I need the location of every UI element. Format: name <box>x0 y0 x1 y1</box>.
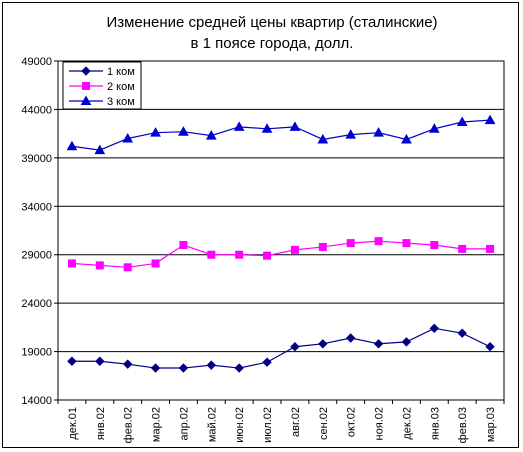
x-tick-label: мар.03 <box>485 407 497 442</box>
series-line-2 <box>71 240 491 268</box>
series-2-point <box>430 241 439 250</box>
series-2-point <box>346 239 355 248</box>
series-2-point <box>486 244 495 253</box>
series-3-point <box>289 121 301 131</box>
legend-label-1: 1 ком <box>107 66 135 78</box>
series-1-point <box>262 357 272 367</box>
series-1-point <box>290 342 300 352</box>
x-tick-label: окт.02 <box>346 407 358 437</box>
series-2-point <box>95 261 104 270</box>
series-3-point <box>484 114 496 125</box>
x-tick-label: дек.02 <box>401 407 413 440</box>
y-tick-label: 29000 <box>21 250 52 262</box>
series-2-point <box>263 251 272 260</box>
x-tick-label: апр.02 <box>178 407 190 440</box>
series-3-point <box>122 132 134 143</box>
legend-label-3: 3 ком <box>107 96 135 108</box>
series-1-point <box>234 363 244 373</box>
series-1-point <box>67 356 77 366</box>
series-line-3 <box>71 119 491 151</box>
y-tick-label: 24000 <box>21 298 52 310</box>
series-1-point <box>122 359 133 369</box>
plot-border <box>57 60 505 401</box>
y-tick-label: 14000 <box>21 395 52 407</box>
series-3-point <box>317 133 329 144</box>
series-1-point <box>150 363 161 373</box>
series-3-point <box>205 130 217 140</box>
series-1-point <box>345 333 356 343</box>
series-3-point <box>150 127 161 137</box>
x-tick-label: янв.02 <box>95 407 107 440</box>
x-tick-label: ноя.02 <box>374 407 386 440</box>
series-3-point <box>428 123 440 133</box>
chart-title-line-1: Изменение средней цены квартир (сталинск… <box>106 14 437 31</box>
y-tick-label: 49000 <box>21 56 52 68</box>
plot-area: 14000 19000 24000 29000 34000 39000 44000 49000… <box>21 56 505 443</box>
x-tick-label: авг.02 <box>290 407 302 437</box>
y-tick-label: 19000 <box>21 347 52 359</box>
series-2-point <box>318 242 327 251</box>
legend-marker-3 <box>80 95 92 105</box>
series-2-point <box>290 245 299 254</box>
series-2-point <box>402 239 411 248</box>
series-1-point <box>206 360 217 370</box>
legend-marker-2 <box>82 82 90 90</box>
x-tick-label: янв.03 <box>429 407 441 440</box>
series-1-point <box>401 337 412 347</box>
legend-marker-1 <box>81 66 91 76</box>
series-2-point <box>235 250 244 259</box>
series-1-point <box>429 323 440 334</box>
x-tick-label: дек.01 <box>67 407 79 440</box>
x-tick-label: июн.02 <box>234 407 246 443</box>
series-1-point <box>457 328 467 338</box>
series-2-point <box>151 259 160 268</box>
x-tick-label: фев.03 <box>457 407 469 443</box>
series-3-point <box>345 129 357 139</box>
x-tick-label: май.02 <box>206 407 218 442</box>
series-3-point <box>178 126 189 136</box>
series-3-point <box>233 121 245 131</box>
series-3-point <box>373 127 384 137</box>
x-tick-label: сен.02 <box>318 407 330 440</box>
series-line-1 <box>71 327 491 369</box>
series-3-point <box>66 140 78 151</box>
series-1-point <box>178 363 189 373</box>
series-1-point <box>373 339 384 349</box>
series-1-point <box>485 342 495 352</box>
series-3-point <box>401 133 412 144</box>
y-tick-label: 44000 <box>21 104 52 116</box>
y-tick-label: 39000 <box>21 153 52 165</box>
x-tick-label: мар.02 <box>151 407 163 442</box>
series-3-point <box>94 144 106 155</box>
chart-title-line-2: в 1 поясе города, долл. <box>191 35 354 52</box>
series-2-point <box>123 263 132 272</box>
x-tick-label: июл.02 <box>262 407 274 443</box>
series-2-point <box>374 237 383 246</box>
x-tick-label: фев.02 <box>123 407 135 443</box>
series-2-point <box>207 250 216 259</box>
series-2-point <box>458 244 467 253</box>
y-tick-label: 34000 <box>21 201 52 213</box>
series-1-point <box>95 356 105 366</box>
legend-label-2: 2 ком <box>107 81 135 93</box>
series-3-point <box>456 116 468 127</box>
series-3-point <box>261 123 273 133</box>
series-2-point <box>67 259 76 268</box>
series-2-point <box>179 241 188 250</box>
series-1-point <box>318 339 328 349</box>
